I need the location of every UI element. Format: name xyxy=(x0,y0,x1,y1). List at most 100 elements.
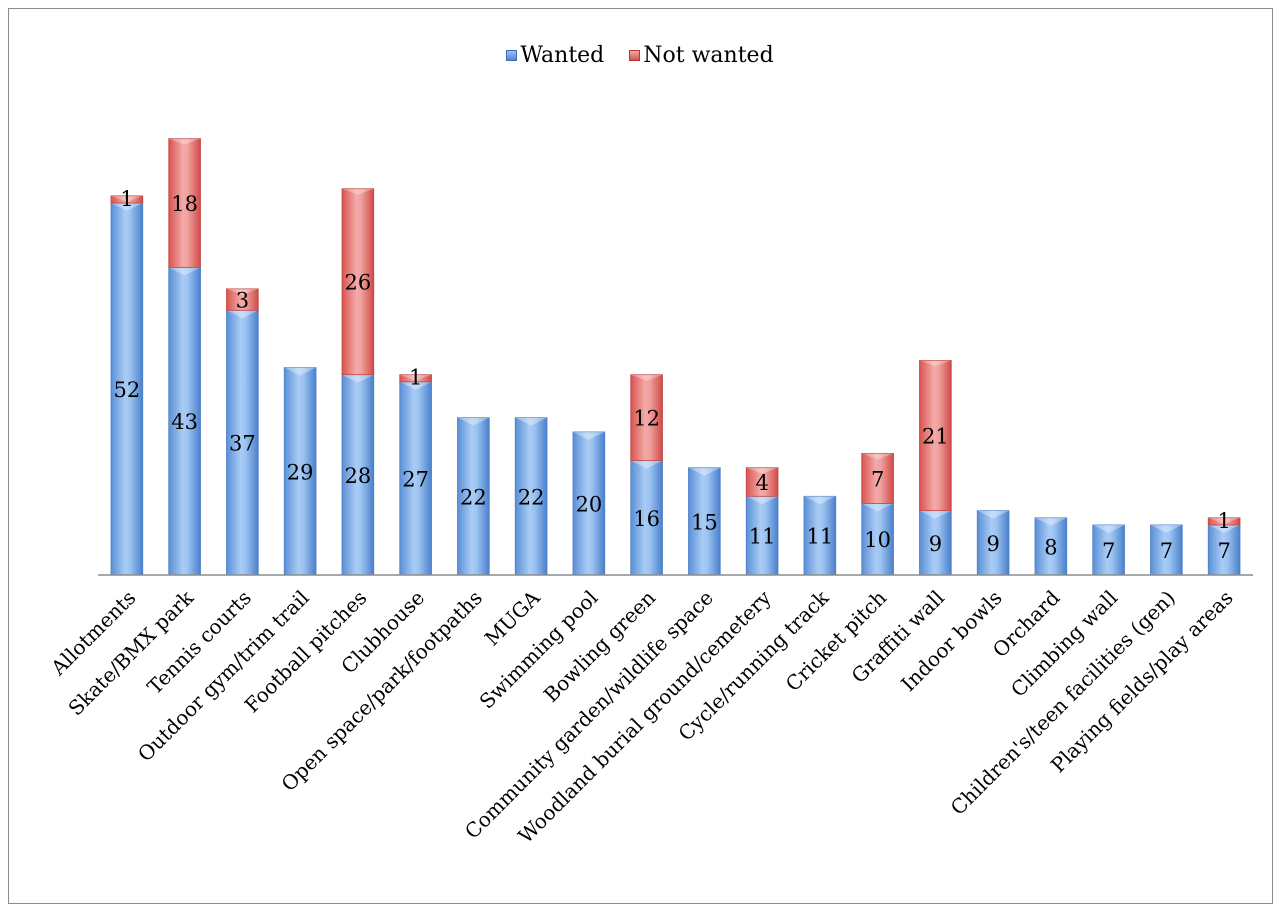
data-label-wanted: 22 xyxy=(518,485,545,509)
bar-wanted xyxy=(399,381,432,576)
bars-layer xyxy=(110,138,1241,576)
bar-not-wanted xyxy=(168,138,201,268)
data-label-wanted: 11 xyxy=(749,525,776,549)
data-label-not-wanted: 3 xyxy=(236,289,249,313)
data-label-wanted: 9 xyxy=(929,532,942,556)
bar-not-wanted-bevel xyxy=(110,195,143,202)
bar-wanted xyxy=(457,417,490,576)
bar-wanted-bevel xyxy=(803,496,836,505)
bar-wanted-bevel xyxy=(399,381,432,390)
bar-wanted xyxy=(1207,524,1241,576)
bar-not-wanted-bevel xyxy=(399,374,432,381)
data-label-not-wanted: 1 xyxy=(120,187,133,211)
bar-wanted xyxy=(688,467,721,576)
bar-wanted-bevel xyxy=(630,460,663,469)
data-label-not-wanted: 26 xyxy=(345,271,372,295)
bar-wanted xyxy=(1150,524,1183,576)
bar-wanted xyxy=(1092,524,1125,576)
bar-wanted xyxy=(168,266,201,576)
bar-wanted xyxy=(919,510,952,576)
bar-not-wanted-bevel xyxy=(919,360,952,367)
data-label-wanted: 28 xyxy=(345,464,372,488)
data-label-wanted: 20 xyxy=(576,492,603,516)
bar-wanted xyxy=(803,495,837,576)
bar-wanted-bevel xyxy=(284,367,317,376)
data-label-wanted: 10 xyxy=(864,528,891,552)
legend: Wanted Not wanted xyxy=(0,42,1280,68)
bar-not-wanted-bevel xyxy=(168,138,201,145)
bar-wanted xyxy=(861,503,894,576)
data-label-wanted: 29 xyxy=(287,460,314,484)
legend-label-not-wanted: Not wanted xyxy=(643,43,774,68)
x-tick-label: Indoor bowls xyxy=(896,586,1006,696)
bar-wanted xyxy=(514,417,548,576)
data-label-wanted: 9 xyxy=(986,532,999,556)
bar-not-wanted-bevel xyxy=(630,374,663,381)
legend-swatch-wanted xyxy=(506,50,518,61)
bar-wanted-bevel xyxy=(457,417,490,426)
legend-item-wanted: Wanted xyxy=(506,43,604,68)
data-label-wanted: 16 xyxy=(633,507,660,531)
bar-wanted-bevel xyxy=(226,310,259,319)
bar-not-wanted xyxy=(630,374,663,461)
legend-swatch-not-wanted xyxy=(629,50,641,61)
data-label-wanted: 43 xyxy=(171,410,198,434)
bar-not-wanted-bevel xyxy=(341,188,374,195)
data-label-wanted: 22 xyxy=(460,485,487,509)
bar-wanted xyxy=(976,510,1010,576)
bar-not-wanted xyxy=(341,188,375,376)
data-label-not-wanted: 1 xyxy=(409,366,422,390)
bar-wanted xyxy=(341,374,375,576)
bar-wanted xyxy=(572,431,606,576)
data-label-wanted: 37 xyxy=(229,432,256,456)
bar-wanted-bevel xyxy=(110,203,143,211)
bar-not-wanted-bevel xyxy=(226,288,259,295)
data-label-not-wanted: 18 xyxy=(171,192,198,216)
bar-wanted-bevel xyxy=(515,417,548,426)
bar-wanted-bevel xyxy=(341,374,374,383)
data-label-not-wanted: 21 xyxy=(922,425,949,449)
data-label-wanted: 7 xyxy=(1217,539,1230,563)
data-label-not-wanted: 7 xyxy=(871,467,884,491)
data-label-not-wanted: 12 xyxy=(633,407,660,431)
data-label-wanted: 7 xyxy=(1160,539,1173,563)
data-label-not-wanted: 4 xyxy=(755,471,768,495)
data-label-not-wanted: 1 xyxy=(1217,509,1230,533)
data-label-wanted: 27 xyxy=(402,467,429,491)
bar-not-wanted-bevel xyxy=(1208,517,1241,524)
bar-wanted-bevel xyxy=(1092,524,1125,533)
x-tick-label: Cricket pitch xyxy=(781,585,891,695)
bar-wanted xyxy=(745,495,779,576)
data-label-wanted: 11 xyxy=(807,525,834,549)
bar-not-wanted xyxy=(1207,517,1241,526)
data-label-wanted: 7 xyxy=(1102,539,1115,563)
bar-not-wanted xyxy=(919,359,952,512)
bar-not-wanted xyxy=(226,288,259,311)
legend-item-not-wanted: Not wanted xyxy=(629,43,774,68)
bar-wanted-bevel xyxy=(746,496,779,505)
bar-wanted-bevel xyxy=(1150,524,1183,533)
bar-not-wanted-bevel xyxy=(861,453,894,460)
bar-wanted-bevel xyxy=(1034,517,1067,526)
bar-wanted-bevel xyxy=(1208,524,1241,533)
bar-wanted-bevel xyxy=(168,267,201,276)
bar-wanted-bevel xyxy=(572,431,605,440)
bar-wanted xyxy=(630,460,663,576)
bar-wanted-bevel xyxy=(919,510,952,519)
bar-not-wanted xyxy=(110,195,144,204)
bar-not-wanted-bevel xyxy=(746,467,779,474)
bar-not-wanted xyxy=(745,467,779,497)
data-label-wanted: 8 xyxy=(1044,535,1057,559)
legend-label-wanted: Wanted xyxy=(520,43,605,68)
data-label-wanted: 52 xyxy=(114,378,141,402)
data-label-wanted: 15 xyxy=(691,510,718,534)
bar-wanted-bevel xyxy=(688,467,721,476)
bar-wanted-bevel xyxy=(861,503,894,512)
bar-wanted-bevel xyxy=(977,510,1010,519)
bar-not-wanted xyxy=(861,452,894,504)
bar-wanted xyxy=(1034,517,1068,576)
bar-not-wanted xyxy=(399,374,432,383)
